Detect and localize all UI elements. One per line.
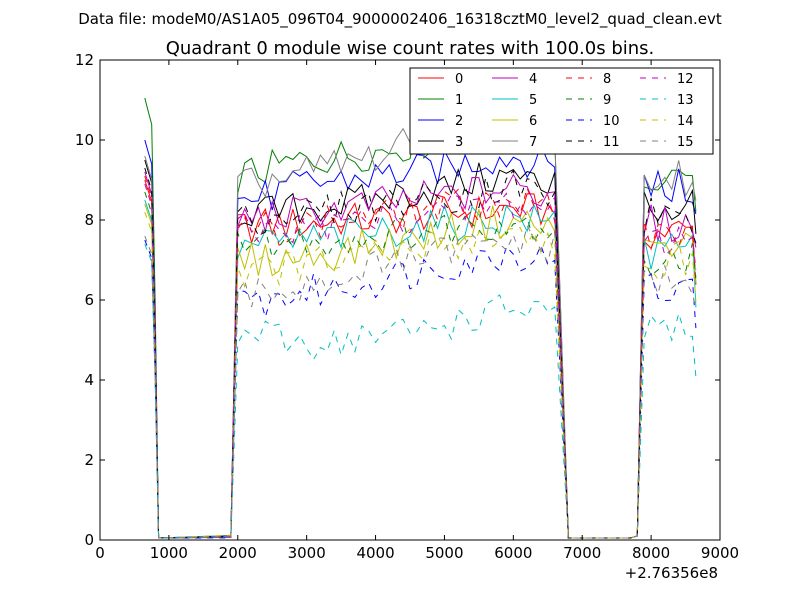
x-tick-label: 8000 [632, 544, 670, 562]
legend-label-4: 4 [529, 72, 537, 87]
y-tick-label: 8 [84, 211, 94, 229]
x-tick-label: 1000 [150, 544, 188, 562]
x-tick-label: 5000 [425, 544, 463, 562]
x-tick-label: 7000 [563, 544, 601, 562]
legend-label-5: 5 [529, 93, 537, 108]
series-line-10 [145, 240, 696, 538]
legend-label-14: 14 [677, 114, 694, 129]
legend-label-13: 13 [677, 93, 694, 108]
legend-label-2: 2 [455, 114, 463, 129]
series-line-6 [145, 204, 696, 538]
suptitle: Data file: modeM0/AS1A05_096T04_90000024… [78, 10, 722, 29]
y-tick-label: 2 [84, 451, 94, 469]
y-tick-label: 12 [75, 51, 94, 69]
x-tick-label: 2000 [219, 544, 257, 562]
chart-title: Quadrant 0 module wise count rates with … [166, 38, 655, 59]
legend-label-12: 12 [677, 72, 694, 87]
series-line-4 [145, 172, 696, 538]
x-offset-label: +2.76356e8 [625, 564, 718, 582]
x-tick-label: 9000 [701, 544, 739, 562]
y-tick-label: 4 [84, 371, 94, 389]
series-line-14 [145, 212, 696, 538]
series-line-11 [145, 168, 696, 538]
x-tick-label: 0 [95, 544, 105, 562]
x-tick-label: 4000 [356, 544, 394, 562]
y-tick-label: 0 [84, 531, 94, 549]
series-line-2 [145, 140, 696, 538]
legend-label-0: 0 [455, 72, 463, 87]
series-layer [145, 98, 696, 538]
series-line-5 [145, 200, 696, 538]
y-tick-label: 10 [75, 131, 94, 149]
legend-label-3: 3 [455, 135, 463, 150]
series-line-0 [145, 180, 696, 538]
legend-label-7: 7 [529, 135, 537, 150]
legend-label-9: 9 [603, 93, 611, 108]
series-line-13 [145, 244, 696, 538]
legend-label-11: 11 [603, 135, 620, 150]
x-tick-label: 3000 [288, 544, 326, 562]
series-line-1 [145, 98, 696, 538]
legend-label-8: 8 [603, 72, 611, 87]
y-tick-label: 6 [84, 291, 94, 309]
x-tick-label: 6000 [494, 544, 532, 562]
legend-label-15: 15 [677, 135, 694, 150]
legend-label-1: 1 [455, 93, 463, 108]
series-line-7 [145, 102, 696, 538]
legend-label-10: 10 [603, 114, 620, 129]
legend-label-6: 6 [529, 114, 537, 129]
